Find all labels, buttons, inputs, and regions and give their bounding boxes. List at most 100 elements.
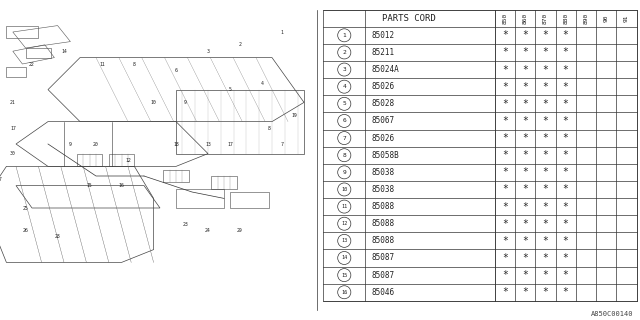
Text: 870: 870 — [543, 12, 548, 24]
Text: *: * — [543, 202, 548, 212]
Text: *: * — [522, 184, 528, 195]
Text: 30: 30 — [10, 151, 15, 156]
Text: *: * — [543, 47, 548, 57]
Text: *: * — [543, 236, 548, 246]
Text: *: * — [522, 236, 528, 246]
Text: 13: 13 — [205, 141, 211, 147]
Text: *: * — [543, 150, 548, 160]
Text: *: * — [563, 150, 568, 160]
Text: *: * — [502, 167, 508, 177]
Text: 8: 8 — [342, 153, 346, 158]
Text: 85087: 85087 — [372, 271, 395, 280]
Bar — [77, 154, 102, 166]
Bar — [6, 67, 26, 77]
Text: *: * — [543, 287, 548, 297]
Text: *: * — [522, 116, 528, 126]
Text: 85028: 85028 — [372, 99, 395, 108]
Text: 85046: 85046 — [372, 288, 395, 297]
Text: *: * — [543, 253, 548, 263]
Text: *: * — [522, 253, 528, 263]
Text: 4: 4 — [261, 81, 264, 86]
Text: 19: 19 — [292, 113, 297, 118]
Text: *: * — [522, 287, 528, 297]
Text: *: * — [563, 99, 568, 109]
Text: *: * — [543, 99, 548, 109]
Text: 2: 2 — [342, 50, 346, 55]
Text: *: * — [522, 82, 528, 92]
Text: *: * — [502, 270, 508, 280]
Text: 11: 11 — [341, 204, 348, 209]
Text: 7: 7 — [280, 141, 283, 147]
Text: 14: 14 — [61, 49, 67, 54]
Text: 23: 23 — [183, 221, 188, 227]
Text: 85058B: 85058B — [372, 151, 399, 160]
Text: 90: 90 — [604, 14, 609, 22]
Text: *: * — [563, 65, 568, 75]
Text: 9: 9 — [184, 100, 187, 105]
Text: PARTS CORD: PARTS CORD — [382, 14, 436, 23]
Text: *: * — [502, 82, 508, 92]
Bar — [176, 189, 224, 208]
Text: *: * — [522, 270, 528, 280]
Text: 5: 5 — [229, 87, 232, 92]
Text: *: * — [522, 99, 528, 109]
Text: 4: 4 — [342, 84, 346, 89]
Text: *: * — [502, 150, 508, 160]
Text: 85026: 85026 — [372, 82, 395, 91]
Text: 85038: 85038 — [372, 185, 395, 194]
Text: *: * — [543, 116, 548, 126]
Text: 3: 3 — [342, 67, 346, 72]
Text: *: * — [563, 287, 568, 297]
Text: *: * — [522, 47, 528, 57]
Text: 17: 17 — [10, 125, 15, 131]
Bar — [163, 170, 189, 182]
Text: 12: 12 — [125, 157, 131, 163]
Text: *: * — [522, 219, 528, 229]
Bar — [211, 176, 237, 189]
Text: 10: 10 — [341, 187, 348, 192]
Text: 18: 18 — [173, 141, 179, 147]
Text: *: * — [502, 219, 508, 229]
Text: *: * — [543, 167, 548, 177]
Text: 22: 22 — [29, 61, 35, 67]
Text: *: * — [502, 47, 508, 57]
Text: *: * — [563, 47, 568, 57]
Text: *: * — [502, 99, 508, 109]
Text: *: * — [563, 167, 568, 177]
Text: *: * — [543, 65, 548, 75]
Text: *: * — [543, 270, 548, 280]
Text: *: * — [502, 133, 508, 143]
Text: 2: 2 — [239, 42, 241, 47]
Text: 10: 10 — [151, 100, 156, 105]
Text: 850: 850 — [502, 12, 508, 24]
Text: 14: 14 — [341, 255, 348, 260]
Text: *: * — [502, 287, 508, 297]
Text: 11: 11 — [100, 61, 105, 67]
Text: *: * — [522, 202, 528, 212]
Text: 85024A: 85024A — [372, 65, 399, 74]
Text: 890: 890 — [584, 12, 588, 24]
Text: 15: 15 — [87, 183, 92, 188]
Text: *: * — [563, 202, 568, 212]
Text: 85087: 85087 — [372, 253, 395, 262]
Text: *: * — [543, 184, 548, 195]
Text: A850C00140: A850C00140 — [591, 311, 634, 317]
Text: 21: 21 — [10, 100, 15, 105]
Text: 16: 16 — [341, 290, 348, 295]
Text: 860: 860 — [522, 12, 527, 24]
Text: *: * — [502, 184, 508, 195]
Text: *: * — [563, 116, 568, 126]
Text: 26: 26 — [23, 228, 28, 233]
Text: 85012: 85012 — [372, 31, 395, 40]
Text: *: * — [543, 219, 548, 229]
Text: 85088: 85088 — [372, 202, 395, 211]
Text: 6: 6 — [175, 68, 177, 73]
Text: *: * — [563, 236, 568, 246]
Text: *: * — [502, 30, 508, 40]
Text: 85038: 85038 — [372, 168, 395, 177]
Text: *: * — [563, 219, 568, 229]
Text: 85088: 85088 — [372, 236, 395, 245]
Text: *: * — [522, 167, 528, 177]
Text: 8: 8 — [268, 125, 270, 131]
Text: *: * — [563, 184, 568, 195]
